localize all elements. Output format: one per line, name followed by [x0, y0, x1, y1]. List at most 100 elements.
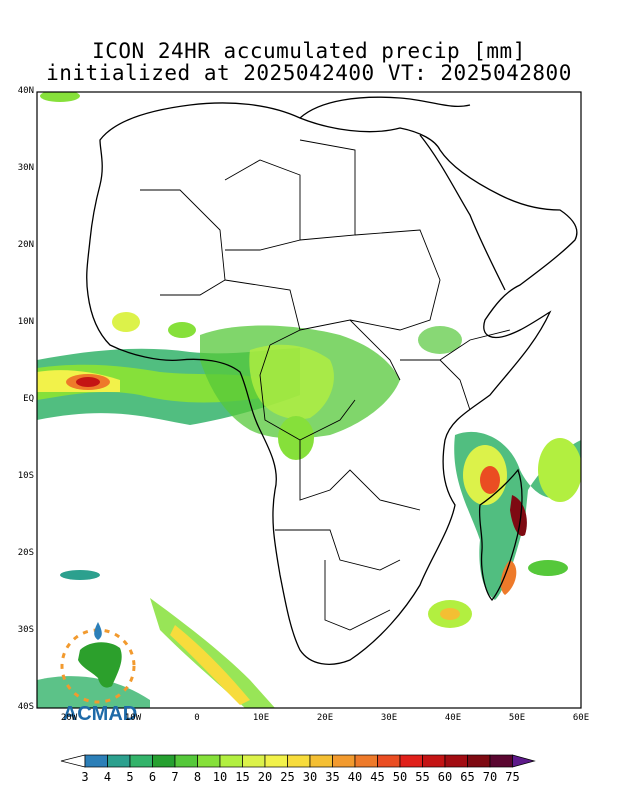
precip-max-south-africa-coast	[440, 608, 460, 620]
colorbar-label: 10	[212, 770, 228, 784]
colorbar-max-arrow	[512, 754, 536, 768]
colorbar-label: 75	[505, 770, 520, 784]
colorbar-swatch	[129, 754, 153, 768]
precip-area-southwest-atlantic	[37, 676, 150, 708]
colorbar-swatch	[444, 754, 468, 768]
precip-area-ethiopia	[418, 326, 462, 354]
colorbar-label: 7	[171, 770, 179, 784]
acmad-logo: ACMAD	[60, 622, 137, 725]
border-mali-algeria	[140, 189, 226, 296]
longitude-tick-label: 20W	[60, 713, 78, 723]
border-libya-niger	[224, 159, 301, 251]
latitude-tick-label: 10N	[17, 317, 34, 327]
colorbar-label: 5	[126, 770, 134, 784]
precip-area-northwest-corner	[40, 92, 80, 102]
colorbar-label: 60	[437, 770, 453, 784]
latitude-tick-label: 30N	[17, 163, 34, 173]
colorbar-label: 40	[347, 770, 363, 784]
map-title-line-2: initialized at 2025042400 VT: 2025042800	[46, 61, 572, 85]
longitude-tick-label: 20E	[316, 713, 334, 723]
border-south-africa	[324, 560, 391, 631]
border-sudan	[349, 229, 441, 331]
latitude-tick-label: 20S	[17, 548, 34, 558]
longitude-tick-label: 40E	[444, 713, 462, 723]
border-angola-zambia	[299, 440, 421, 511]
border-namibia-botswana	[275, 529, 401, 571]
colorbar-swatch	[467, 754, 491, 768]
precip-max-madagascar-north	[510, 495, 527, 536]
precip-area-west-africa	[168, 322, 196, 338]
map-title-line-1: ICON 24HR accumulated precip [mm]	[92, 39, 526, 63]
colorbar-label: 65	[460, 770, 475, 784]
latitude-tick-label: 10S	[17, 471, 34, 481]
latitude-tick-label: 40N	[17, 86, 34, 96]
colorbar-swatch	[332, 754, 356, 768]
border-car-south-sudan	[299, 319, 401, 381]
precip-max-atlantic-core	[76, 377, 100, 387]
mediterranean-coast	[299, 96, 471, 119]
colorbar-label: 25	[280, 770, 295, 784]
latitude-tick-label: EQ	[23, 394, 34, 404]
colorbar-swatch	[107, 754, 131, 768]
border-ethiopia-somalia	[439, 329, 511, 361]
colorbar-label: 4	[103, 770, 112, 784]
precip-max-tanzania	[480, 466, 500, 494]
colorbar-swatch	[422, 754, 446, 768]
precip-area-south-indian-ocean	[528, 560, 568, 576]
colorbar-swatch	[242, 754, 266, 768]
precip-area-guinea	[112, 312, 140, 332]
colorbar-label: 6	[148, 770, 157, 784]
logo-text: ACMAD	[63, 703, 137, 725]
colorbar-swatch	[377, 754, 401, 768]
border-kenya	[400, 359, 471, 411]
precip-area-indian-ocean-east	[538, 438, 581, 502]
border-drc	[259, 344, 356, 441]
longitude-tick-label: 0	[194, 713, 200, 723]
latitude-tick-label: 30S	[17, 625, 34, 635]
longitude-tick-label: 30E	[380, 713, 398, 723]
longitude-tick-label: 10W	[124, 713, 142, 723]
colorbar-swatch	[197, 754, 221, 768]
coastlines	[86, 96, 578, 665]
colorbar-swatch	[152, 754, 176, 768]
colorbar-swatch	[399, 754, 423, 768]
precip-field	[37, 92, 581, 708]
border-egypt-libya	[299, 139, 356, 241]
border-chad	[224, 279, 301, 346]
colorbar-label: 3	[81, 770, 89, 784]
precip-max-south-atlantic-front	[170, 625, 250, 705]
precip-area-atlantic-south-patch	[60, 570, 100, 580]
colorbar-label: 45	[370, 770, 385, 784]
country-borders	[140, 139, 511, 631]
longitude-tick-label: 10E	[252, 713, 270, 723]
colorbar-label: 35	[325, 770, 340, 784]
colorbar-swatch	[309, 754, 333, 768]
colorbar-label: 70	[482, 770, 498, 784]
colorbar-label: 15	[235, 770, 250, 784]
latitude-tick-label: 20N	[17, 240, 34, 250]
colorbar-label: 55	[415, 770, 430, 784]
colorbar-label: 20	[257, 770, 273, 784]
latitude-tick-label: 40S	[17, 702, 34, 712]
longitude-tick-label: 60E	[572, 713, 590, 723]
africa-coastline	[86, 102, 578, 665]
colorbar-swatch	[489, 754, 513, 768]
colorbar-swatch	[354, 754, 378, 768]
colorbar-label: 50	[392, 770, 408, 784]
colorbar-swatch	[219, 754, 243, 768]
map-frame	[36, 91, 582, 709]
colorbar-swatch	[287, 754, 311, 768]
colorbar-label: 8	[193, 770, 202, 784]
logo-africa-shape	[78, 642, 122, 688]
precip-area-south-atlantic-front	[150, 598, 275, 708]
madagascar-coastline	[478, 468, 523, 602]
colorbar-swatch	[84, 754, 108, 768]
logo-water-drop	[94, 622, 102, 640]
precip-area-congo-core	[249, 344, 334, 420]
colorbar-swatch	[174, 754, 198, 768]
colorbar-label: 30	[302, 770, 318, 784]
longitude-tick-label: 50E	[508, 713, 526, 723]
colorbar-min-arrow	[60, 754, 86, 768]
red-sea-coast	[419, 134, 506, 291]
